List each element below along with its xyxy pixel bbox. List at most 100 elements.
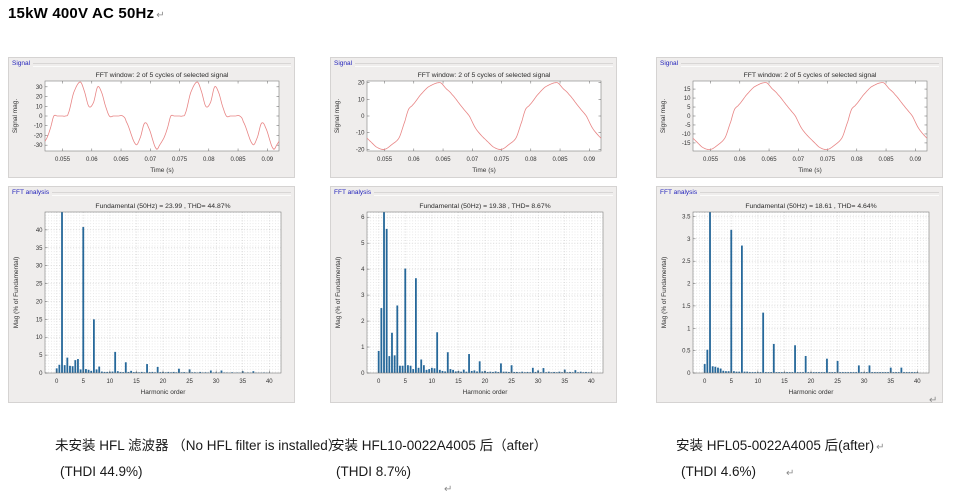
svg-text:20: 20 (358, 81, 365, 87)
fft-group-label: FFT analysis (334, 189, 372, 196)
svg-text:2: 2 (361, 319, 365, 325)
svg-text:-20: -20 (34, 133, 43, 139)
svg-text:40: 40 (36, 228, 43, 234)
paragraph-mark-icon: ↵ (786, 468, 795, 479)
svg-text:5: 5 (687, 105, 691, 111)
svg-text:20: 20 (808, 379, 815, 385)
signal-waveform-chart: 0.055 0.06 0.065 0.07 0.075 0.08 0.085 0.09 -30 -… (12, 72, 280, 174)
svg-text:0: 0 (703, 379, 707, 385)
svg-text:40: 40 (266, 379, 273, 385)
svg-text:1: 1 (687, 326, 691, 332)
svg-text:0.085: 0.085 (231, 157, 247, 163)
svg-text:0: 0 (39, 371, 43, 377)
svg-text:3.5: 3.5 (682, 214, 691, 220)
panel-column: Signal 0.055 0.06 0.065 0.07 0.075 0.08 0.085 0… (8, 57, 341, 479)
svg-text:20: 20 (36, 299, 43, 305)
svg-text:0.08: 0.08 (851, 157, 863, 163)
svg-text:10: 10 (755, 379, 762, 385)
fft-groupbox: FFT analysis 0 5 10 15 20 25 30 35 40 0 1 2 3 4 5 6 Fund… (330, 186, 617, 403)
svg-text:30: 30 (213, 379, 220, 385)
svg-text:0.055: 0.055 (377, 157, 393, 163)
svg-text:Harmonic order: Harmonic order (141, 389, 187, 396)
fft-groupbox-header: FFT analysis (331, 187, 616, 198)
svg-text:Mag (% of Fundamental): Mag (% of Fundamental) (335, 257, 342, 329)
svg-text:0.085: 0.085 (553, 157, 569, 163)
svg-text:0.075: 0.075 (494, 157, 510, 163)
fft-groupbox: FFT analysis 0 5 10 15 20 25 30 35 40 0 5 10 15 20 25 3… (8, 186, 295, 403)
svg-text:10: 10 (429, 379, 436, 385)
caption-line1-text: 安装 HFL10-0022A4005 后（after） (331, 438, 548, 453)
caption-line2: (THDI 8.7%) (336, 464, 413, 479)
signal-waveform-chart: 0.055 0.06 0.065 0.07 0.075 0.08 0.085 0.09 -20 -… (334, 72, 602, 174)
svg-text:0: 0 (361, 114, 365, 120)
svg-text:0.085: 0.085 (879, 157, 895, 163)
svg-text:35: 35 (36, 246, 43, 252)
svg-text:15: 15 (455, 379, 462, 385)
svg-text:20: 20 (482, 379, 489, 385)
svg-text:-15: -15 (682, 141, 691, 147)
svg-text:0: 0 (39, 114, 43, 120)
svg-text:-10: -10 (682, 132, 691, 138)
fft-group-label: FFT analysis (660, 189, 698, 196)
fft-groupbox: FFT analysis 0 5 10 15 20 25 30 35 40 0 0.5 1 1.5 2 2.… (656, 186, 943, 403)
fft-group-label: FFT analysis (12, 189, 50, 196)
svg-text:0.08: 0.08 (203, 157, 215, 163)
signal-groupbox-header: Signal (9, 58, 294, 69)
svg-text:0: 0 (361, 371, 365, 377)
caption-line2-text: (THDI 44.9%) (60, 464, 143, 479)
svg-text:35: 35 (887, 379, 894, 385)
svg-text:2.5: 2.5 (682, 259, 691, 265)
svg-text:FFT window: 2 of 5 cycles of s: FFT window: 2 of 5 cycles of selected si… (96, 72, 229, 79)
fft-spectrum-chart: 0 5 10 15 20 25 30 35 40 0 0.5 1 1.5 2 2.5 3 3.5 Fundamen… (661, 203, 930, 396)
svg-text:0.06: 0.06 (408, 157, 420, 163)
svg-text:0.07: 0.07 (466, 157, 478, 163)
svg-text:40: 40 (914, 379, 921, 385)
svg-text:10: 10 (684, 96, 691, 102)
svg-text:30: 30 (861, 379, 868, 385)
paragraph-mark-icon: ↵ (156, 10, 165, 21)
svg-text:4: 4 (361, 267, 365, 273)
svg-text:0.055: 0.055 (703, 157, 719, 163)
signal-groupbox: Signal 0.055 0.06 0.065 0.07 0.075 0.08 0.085 0… (8, 57, 295, 178)
caption-line1-text: 未安装 HFL 滤波器 （No HFL filter is installed） (55, 438, 342, 453)
svg-text:0.06: 0.06 (86, 157, 98, 163)
svg-text:0.09: 0.09 (909, 157, 921, 163)
groupbox-divider (33, 62, 291, 67)
svg-text:0: 0 (55, 379, 59, 385)
fft-spectrum-chart: 0 5 10 15 20 25 30 35 40 0 1 2 3 4 5 6 Fundamental (50Hz… (335, 203, 604, 396)
svg-text:0.06: 0.06 (734, 157, 746, 163)
svg-text:0.09: 0.09 (583, 157, 595, 163)
paragraph-mark-icon: ↵ (929, 395, 938, 406)
svg-text:0.065: 0.065 (114, 157, 130, 163)
paragraph-mark-icon: ↵ (876, 442, 885, 453)
svg-text:40: 40 (588, 379, 595, 385)
svg-text:0.5: 0.5 (682, 349, 691, 355)
svg-text:Time (s): Time (s) (150, 167, 174, 174)
svg-text:10: 10 (36, 335, 43, 341)
fft-groupbox-header: FFT analysis (657, 187, 942, 198)
signal-group-label: Signal (660, 60, 679, 67)
svg-text:0: 0 (687, 371, 691, 377)
svg-text:25: 25 (508, 379, 515, 385)
svg-text:-10: -10 (34, 124, 43, 130)
caption-line1: 安装 HFL10-0022A4005 后（after） (331, 434, 549, 454)
svg-text:30: 30 (535, 379, 542, 385)
svg-text:0.08: 0.08 (525, 157, 537, 163)
svg-text:5: 5 (82, 379, 86, 385)
svg-text:30: 30 (36, 264, 43, 270)
svg-text:0.07: 0.07 (792, 157, 804, 163)
signal-groupbox: Signal 0.055 0.06 0.065 0.07 0.075 0.08 0.085 0… (656, 57, 943, 178)
caption-line2-text: (THDI 4.6%) (681, 464, 757, 479)
svg-text:Fundamental (50Hz) = 18.61 , T: Fundamental (50Hz) = 18.61 , THD= 4.64% (745, 203, 876, 210)
signal-group-label: Signal (334, 60, 353, 67)
svg-text:1.5: 1.5 (682, 304, 691, 310)
svg-text:15: 15 (684, 87, 691, 93)
svg-text:5: 5 (361, 241, 365, 247)
paragraph-mark-icon: ↵ (444, 484, 453, 495)
svg-text:20: 20 (36, 95, 43, 101)
page-title: 15kW 400V AC 50Hz ↵ (8, 5, 165, 22)
svg-text:0: 0 (377, 379, 381, 385)
svg-text:15: 15 (133, 379, 140, 385)
svg-text:FFT window: 2 of 5 cycles of s: FFT window: 2 of 5 cycles of selected si… (744, 72, 877, 79)
svg-text:15: 15 (36, 317, 43, 323)
